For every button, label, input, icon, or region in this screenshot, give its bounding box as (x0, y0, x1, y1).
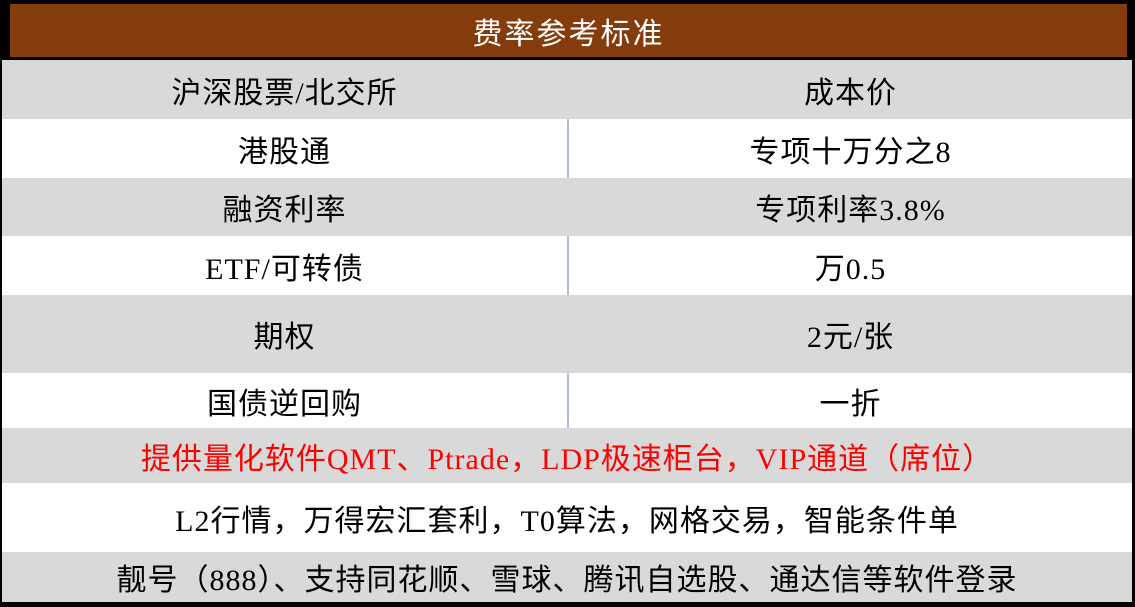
table-row: 期权 2元/张 (2, 295, 1132, 373)
row-label: ETF/可转债 (205, 252, 364, 286)
note-text: 靓号（888）、支持同花顺、雪球、腾讯自选股、通达信等软件登录 (116, 564, 1018, 597)
table-row: 港股通 专项十万分之8 (2, 119, 1132, 178)
table-row: ETF/可转债 万0.5 (2, 236, 1132, 295)
row-label: 融资利率 (222, 194, 347, 227)
table-row: 国债逆回购 一折 (2, 373, 1132, 428)
row-value: 万0.5 (567, 236, 1132, 295)
note-text: 提供量化软件QMT、Ptrade，LDP极速柜台，VIP通道（席位） (140, 442, 994, 476)
table-title-bar: 费率参考标准 (2, 4, 1132, 60)
table-row: 融资利率 专项利率3.8% (2, 178, 1132, 236)
table-row: 沪深股票/北交所 成本价 (2, 60, 1132, 119)
row-value: 2元/张 (567, 295, 1132, 373)
row-value: 一折 (567, 373, 1132, 428)
page-title: 费率参考标准 (472, 17, 665, 51)
row-value: 专项十万分之8 (567, 119, 1132, 178)
row-label: 国债逆回购 (207, 387, 362, 421)
row-value: 专项利率3.8% (567, 178, 1132, 236)
note-row-login: 靓号（888）、支持同花顺、雪球、腾讯自选股、通达信等软件登录 (2, 552, 1132, 602)
row-label: 沪深股票/北交所 (171, 76, 398, 110)
note-row-features: L2行情，万得宏汇套利，T0算法，网格交易，智能条件单 (2, 483, 1132, 552)
row-label: 港股通 (238, 135, 331, 169)
row-label: 期权 (253, 321, 316, 354)
note-row-software: 提供量化软件QMT、Ptrade，LDP极速柜台，VIP通道（席位） (2, 428, 1132, 483)
row-value: 成本价 (567, 60, 1132, 119)
note-text: L2行情，万得宏汇套利，T0算法，网格交易，智能条件单 (175, 504, 959, 538)
